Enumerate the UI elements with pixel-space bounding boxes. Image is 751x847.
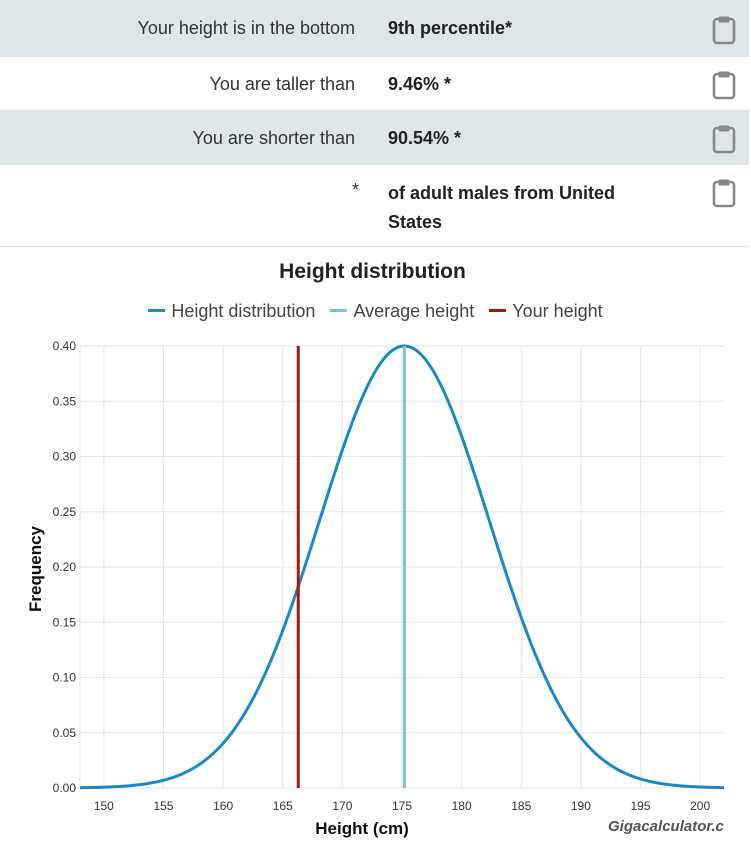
x-tick-label: 175: [392, 799, 412, 813]
legend-item-your-height[interactable]: Your height: [489, 301, 603, 322]
y-tick-label: 0.40: [53, 339, 77, 353]
legend-label: Average height: [353, 301, 475, 321]
x-tick-label: 170: [332, 799, 352, 813]
legend-swatch: [148, 308, 166, 312]
y-tick-label: 0.10: [53, 671, 77, 685]
chart-title: Height distribution: [279, 260, 466, 283]
x-tick-label: 165: [273, 799, 293, 813]
x-tick-label: 200: [690, 799, 710, 813]
chart-plot: 0.00 0.05 0.10 0.15 0.20 0.25 0.30 0.35 0.40 150 1…: [26, 339, 725, 838]
result-row-population: * of adult males from United States: [0, 165, 749, 247]
y-tick-label: 0.25: [53, 505, 77, 519]
clipboard-icon[interactable]: [712, 124, 736, 154]
clipboard-icon[interactable]: [712, 178, 736, 208]
y-axis-title: Frequency: [26, 525, 45, 612]
y-tick-label: 0.00: [53, 781, 77, 795]
y-tick-label: 0.05: [53, 726, 77, 740]
legend-label: Your height: [512, 301, 603, 321]
height-distribution-chart: 0.00 0.05 0.10 0.15 0.20 0.25 0.30 0.35 0.40 150 1…: [0, 250, 751, 847]
y-tick-label: 0.20: [53, 560, 77, 574]
clipboard-icon[interactable]: [712, 15, 736, 45]
shorter-value: 90.54% *: [388, 128, 462, 148]
distribution-curve: [79, 344, 725, 790]
result-row-shorter: You are shorter than 90.54% *: [0, 111, 749, 165]
taller-value: 9.46% *: [388, 74, 452, 94]
footnote-marker: *: [351, 180, 359, 200]
x-axis-title: Height (cm): [315, 819, 409, 838]
result-row-percentile: Your height is in the bottom 9th percent…: [0, 0, 749, 57]
legend-swatch: [330, 308, 348, 312]
y-tick-label: 0.15: [53, 615, 77, 629]
x-tick-label: 190: [571, 799, 591, 813]
chart-legend: Height distribution Average height Your …: [0, 301, 751, 322]
site-credit: Gigacalculator.c: [608, 818, 724, 835]
results-table: Your height is in the bottom 9th percent…: [0, 0, 749, 247]
percentile-label: Your height is in the bottom: [137, 18, 355, 38]
x-tick-label: 185: [511, 799, 531, 813]
result-row-taller: You are taller than 9.46% *: [0, 57, 749, 111]
legend-item-distribution[interactable]: Height distribution: [148, 301, 315, 322]
legend-item-average[interactable]: Average height: [330, 301, 474, 322]
x-tick-label: 180: [452, 799, 472, 813]
y-tick-label: 0.30: [53, 450, 77, 464]
x-tick-label: 155: [153, 799, 173, 813]
legend-label: Height distribution: [171, 301, 316, 321]
population-value: of adult males from United States: [388, 183, 616, 232]
x-tick-label: 195: [631, 799, 651, 813]
x-tick-label: 160: [213, 799, 233, 813]
shorter-label: You are shorter than: [192, 128, 355, 148]
y-tick-label: 0.35: [53, 394, 77, 408]
taller-label: You are taller than: [209, 74, 355, 94]
clipboard-icon[interactable]: [712, 70, 736, 100]
percentile-value: 9th percentile*: [388, 18, 513, 38]
legend-swatch: [489, 308, 507, 312]
x-tick-label: 150: [94, 799, 114, 813]
